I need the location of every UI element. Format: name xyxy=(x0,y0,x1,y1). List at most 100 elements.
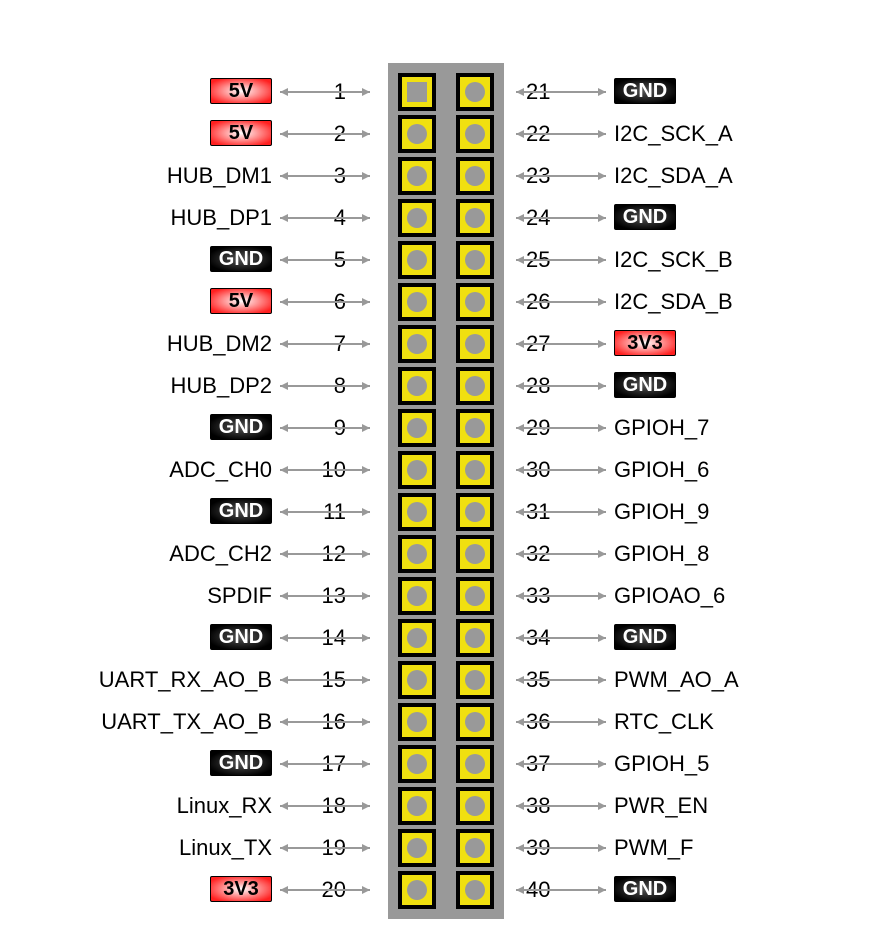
pin-label: SPDIF xyxy=(207,583,272,609)
arrow-right xyxy=(508,168,614,184)
pin-badge-pwr: 5V xyxy=(210,78,272,104)
arrow-right xyxy=(508,714,614,730)
arrow-left xyxy=(272,252,378,268)
arrow-left xyxy=(272,504,378,520)
pin-label: ADC_CH2 xyxy=(169,541,272,567)
pin-hole xyxy=(465,418,485,438)
pin-label: Linux_TX xyxy=(179,835,272,861)
pin-hole xyxy=(407,628,427,648)
pin-hole xyxy=(407,334,427,354)
pin-badge-pwr: 3V3 xyxy=(210,876,272,902)
arrow-right xyxy=(508,336,614,352)
pin-label: RTC_CLK xyxy=(614,709,714,735)
pin-label: UART_RX_AO_B xyxy=(99,667,272,693)
arrow-left xyxy=(272,882,378,898)
pin-label: I2C_SDA_B xyxy=(614,289,733,315)
arrow-right xyxy=(508,462,614,478)
pin-label: GPIOH_9 xyxy=(614,499,709,525)
arrow-left xyxy=(272,840,378,856)
pin-label: GPIOH_6 xyxy=(614,457,709,483)
arrow-left xyxy=(272,630,378,646)
pin-hole xyxy=(407,838,427,858)
arrow-left xyxy=(272,546,378,562)
arrow-right xyxy=(508,378,614,394)
pin-hole xyxy=(465,670,485,690)
pin-hole xyxy=(465,82,485,102)
pin-badge-gnd: GND xyxy=(210,750,272,776)
pin-badge-gnd: GND xyxy=(614,204,676,230)
pin-badge-pwr: 5V xyxy=(210,288,272,314)
pin-hole xyxy=(407,586,427,606)
arrow-left xyxy=(272,84,378,100)
pin-label: PWM_AO_A xyxy=(614,667,739,693)
pin-hole xyxy=(407,292,427,312)
arrow-left xyxy=(272,462,378,478)
arrow-left xyxy=(272,714,378,730)
pin-hole xyxy=(465,586,485,606)
arrow-left xyxy=(272,672,378,688)
arrow-right xyxy=(508,672,614,688)
arrow-left xyxy=(272,420,378,436)
pin-hole xyxy=(407,124,427,144)
pin-hole xyxy=(407,250,427,270)
pin-hole xyxy=(407,208,427,228)
pin-badge-gnd: GND xyxy=(210,246,272,272)
pin-hole xyxy=(465,166,485,186)
pin-hole xyxy=(407,418,427,438)
pin-hole xyxy=(407,670,427,690)
arrow-left xyxy=(272,168,378,184)
pin-hole xyxy=(465,880,485,900)
pin-hole xyxy=(407,460,427,480)
arrow-right xyxy=(508,210,614,226)
arrow-left xyxy=(272,798,378,814)
pin-label: HUB_DM2 xyxy=(167,331,272,357)
pin-hole xyxy=(407,754,427,774)
pin-label: I2C_SCK_B xyxy=(614,247,733,273)
pin-hole xyxy=(465,250,485,270)
arrow-right xyxy=(508,252,614,268)
pin-hole xyxy=(407,82,427,102)
pin-hole xyxy=(465,544,485,564)
pin-badge-pwr: 3V3 xyxy=(614,330,676,356)
pin-label: HUB_DP1 xyxy=(171,205,272,231)
arrow-left xyxy=(272,588,378,604)
pin-hole xyxy=(465,502,485,522)
arrow-left xyxy=(272,126,378,142)
arrow-right xyxy=(508,294,614,310)
arrow-right xyxy=(508,126,614,142)
pin-hole xyxy=(465,796,485,816)
pin-hole xyxy=(407,166,427,186)
pin-hole xyxy=(465,838,485,858)
pin-badge-gnd: GND xyxy=(210,498,272,524)
pin-label: GPIOAO_6 xyxy=(614,583,725,609)
pin-badge-pwr: 5V xyxy=(210,120,272,146)
pin-label: Linux_RX xyxy=(177,793,272,819)
pin-label: GPIOH_8 xyxy=(614,541,709,567)
pin-label: ADC_CH0 xyxy=(169,457,272,483)
pin-label: PWR_EN xyxy=(614,793,708,819)
arrow-left xyxy=(272,378,378,394)
pin-label: UART_TX_AO_B xyxy=(101,709,272,735)
arrow-left xyxy=(272,336,378,352)
arrow-left xyxy=(272,756,378,772)
pin-hole xyxy=(465,208,485,228)
arrow-right xyxy=(508,420,614,436)
arrow-right xyxy=(508,882,614,898)
arrow-right xyxy=(508,504,614,520)
pin-badge-gnd: GND xyxy=(614,624,676,650)
pin-badge-gnd: GND xyxy=(614,876,676,902)
pin-label: PWM_F xyxy=(614,835,693,861)
pin-hole xyxy=(465,460,485,480)
pin-label: I2C_SCK_A xyxy=(614,121,733,147)
pin-badge-gnd: GND xyxy=(210,624,272,650)
pin-hole xyxy=(407,502,427,522)
arrow-right xyxy=(508,756,614,772)
arrow-right xyxy=(508,546,614,562)
arrow-right xyxy=(508,84,614,100)
arrow-right xyxy=(508,798,614,814)
pin-label: GPIOH_7 xyxy=(614,415,709,441)
pin-hole xyxy=(465,124,485,144)
pin-hole xyxy=(407,376,427,396)
pin-hole xyxy=(465,334,485,354)
arrow-left xyxy=(272,210,378,226)
